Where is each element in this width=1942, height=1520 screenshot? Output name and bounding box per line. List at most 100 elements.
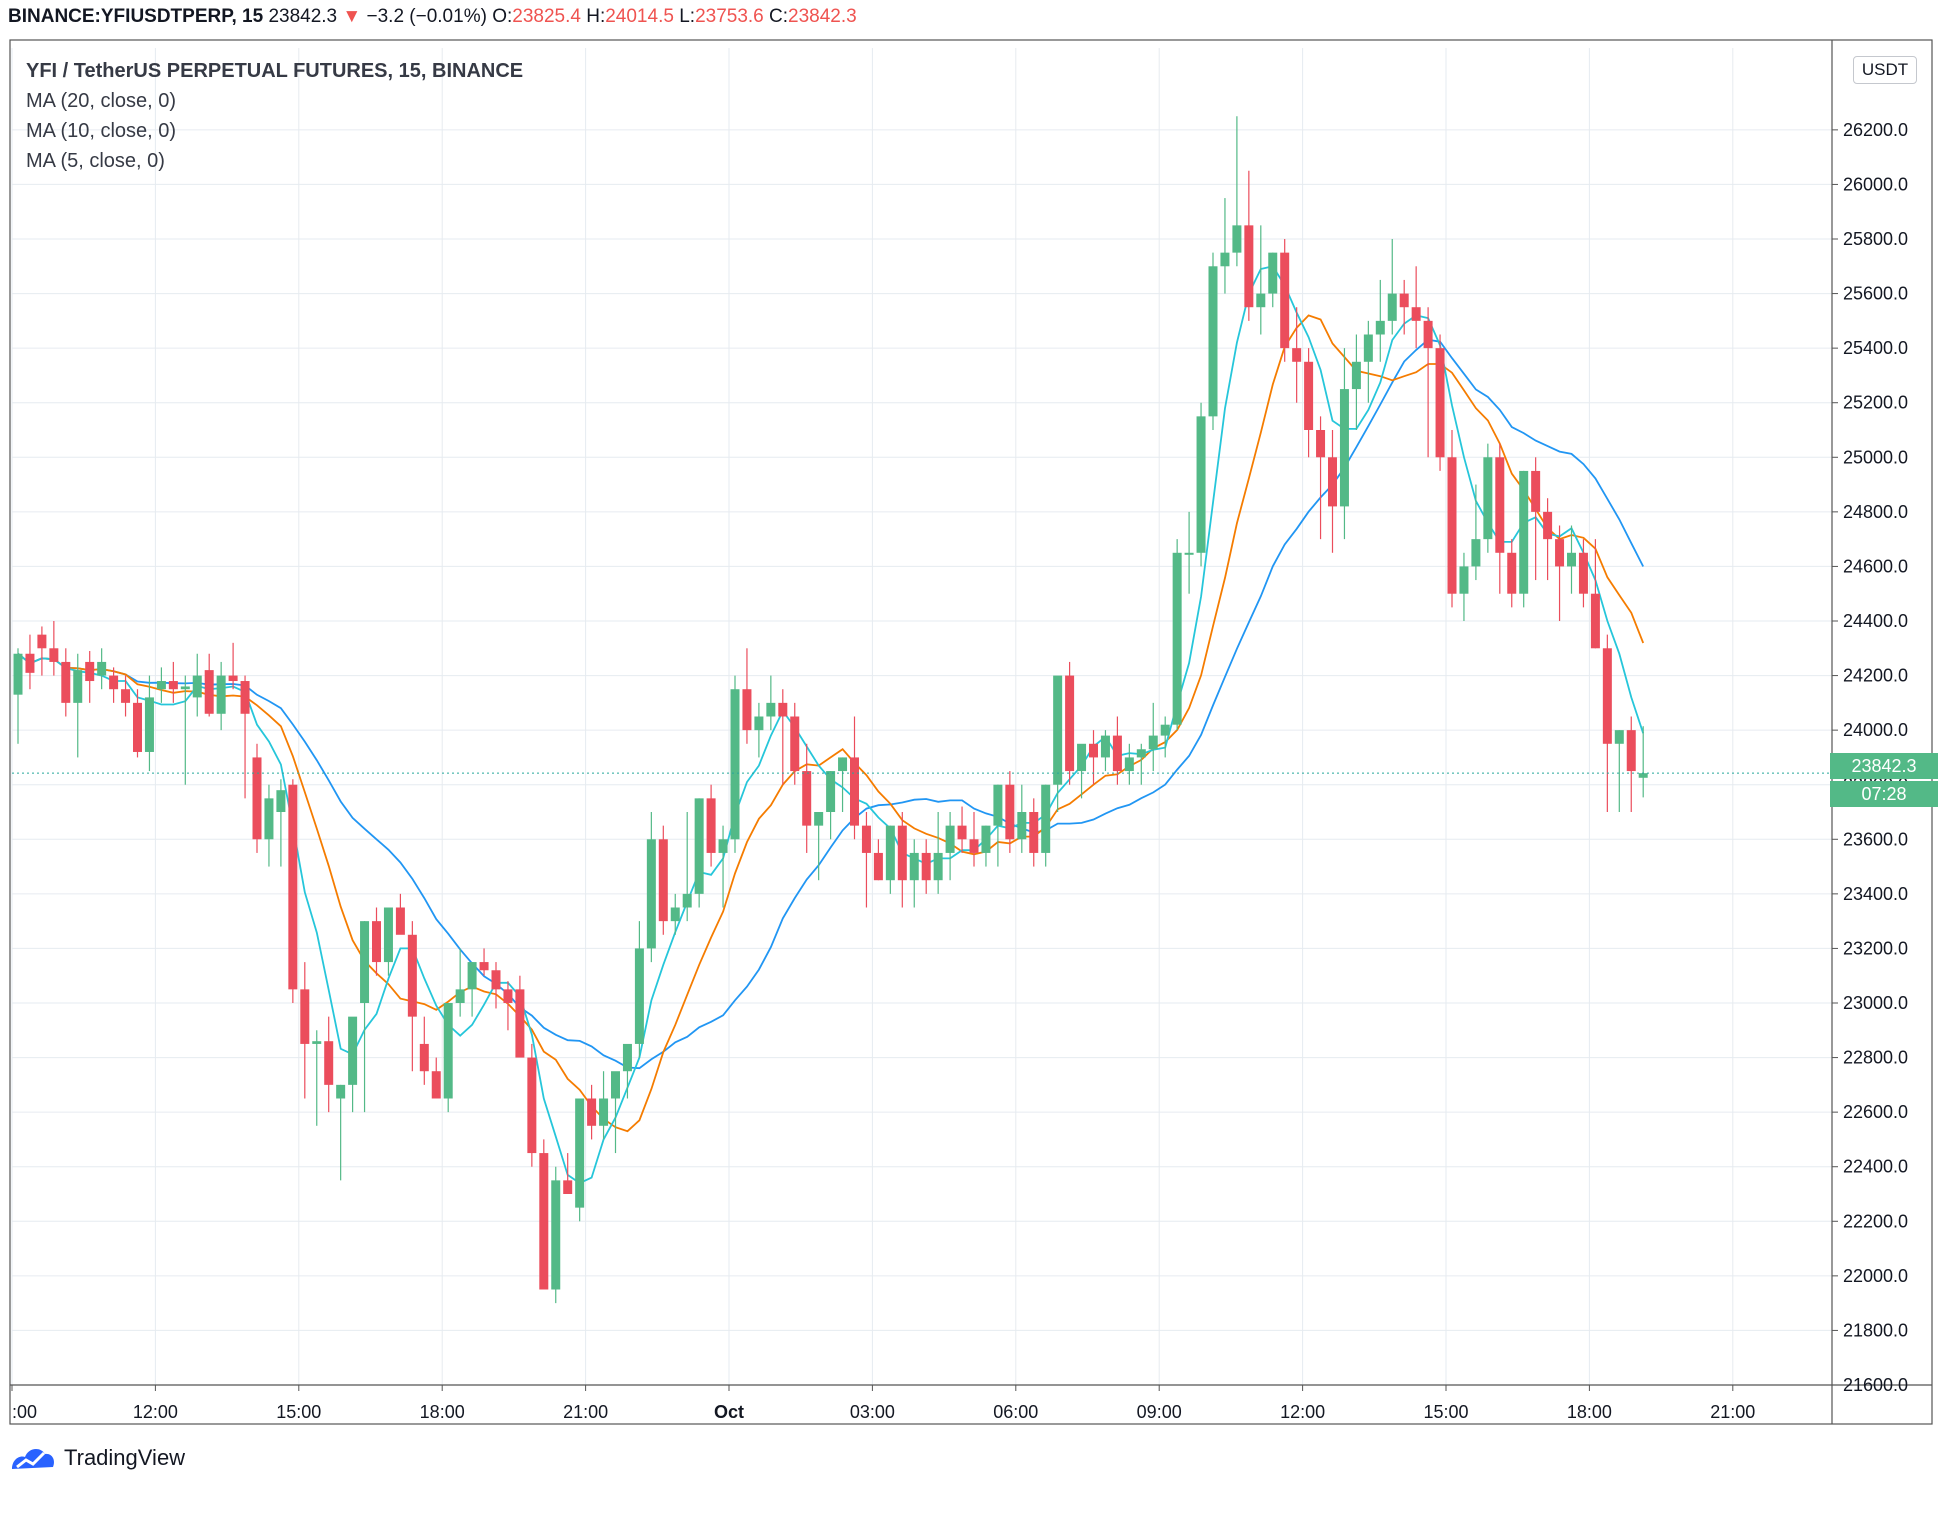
legend-ma5[interactable]: MA (5, close, 0)	[26, 150, 165, 172]
footer[interactable]: TradingView	[10, 1438, 185, 1478]
y-tick-label: 26200.0	[1843, 120, 1908, 140]
currency-button[interactable]: USDT	[1853, 56, 1917, 84]
close-label: C:	[769, 6, 789, 27]
candle-body	[1112, 735, 1122, 772]
candle-body	[419, 1043, 429, 1072]
candle-body	[742, 689, 752, 731]
candle	[1375, 279, 1385, 362]
candle-body	[658, 839, 668, 922]
candle-body	[324, 1041, 334, 1085]
candle	[168, 661, 178, 703]
candle-body	[1483, 457, 1493, 540]
y-tick-label: 22000.0	[1843, 1266, 1908, 1286]
candle-body	[1423, 320, 1433, 349]
candle-body	[73, 670, 83, 703]
candle	[1590, 539, 1600, 649]
legend-ma10[interactable]: MA (10, close, 0)	[26, 120, 177, 142]
candle	[1220, 198, 1230, 294]
candle-body	[37, 634, 47, 649]
candle-body	[790, 716, 800, 772]
x-tick-label: 09:00	[1137, 1402, 1182, 1422]
candle-body	[491, 970, 501, 990]
candle	[1507, 539, 1517, 608]
candle-body	[372, 921, 381, 963]
candle	[204, 653, 214, 717]
candle	[778, 689, 788, 785]
candle	[766, 675, 776, 731]
y-tick-label: 22200.0	[1843, 1211, 1908, 1231]
candle-body	[706, 798, 716, 853]
candle-body	[766, 702, 776, 717]
candle-body	[718, 839, 728, 853]
candle-body	[300, 989, 310, 1044]
candle	[360, 921, 370, 1113]
candle-body	[180, 686, 190, 690]
candle-body	[1543, 511, 1553, 540]
candle-body	[61, 661, 71, 703]
candle-body	[133, 702, 142, 752]
candle-body	[730, 689, 740, 840]
candle	[1447, 430, 1457, 608]
candle-body	[1184, 552, 1194, 555]
candle	[1136, 743, 1146, 785]
candle-body	[957, 825, 967, 840]
x-tick-label: 18:00	[420, 1402, 465, 1422]
candle-body	[228, 675, 238, 682]
high-label: H:	[586, 6, 606, 27]
candle	[1435, 334, 1445, 471]
candle	[324, 1016, 334, 1113]
y-tick-label: 24400.0	[1843, 611, 1908, 631]
candle-body	[192, 675, 202, 698]
y-tick-label: 26000.0	[1843, 174, 1908, 194]
candle	[527, 1043, 537, 1167]
candle	[670, 893, 680, 935]
candle	[682, 812, 692, 922]
candle-body	[1244, 225, 1254, 308]
candle-body	[646, 839, 656, 949]
candle-body	[1507, 552, 1517, 594]
time-axis-labels[interactable]: :00 12:00 15:00 18:00 21:00 Oct 03:00 06:00 09:0…	[11, 1385, 1755, 1422]
candle-body	[49, 648, 59, 662]
candle-body	[240, 681, 250, 714]
candle	[730, 675, 740, 853]
candle-body	[539, 1153, 549, 1290]
candle	[718, 825, 728, 908]
symbol-header: BINANCE:YFIUSDTPERP, 15 23842.3 ▼ −3.2 (…	[8, 0, 857, 34]
candle	[706, 784, 716, 867]
candle-body	[348, 1016, 358, 1085]
candle	[838, 757, 848, 812]
candle-body	[85, 661, 95, 682]
candle	[1089, 730, 1098, 785]
candle-body	[921, 852, 931, 881]
price-axis-labels[interactable]: 21600.0 21800.0 22000.0 22200.0 22400.0 22600…	[1832, 120, 1908, 1395]
candle-body	[1351, 361, 1361, 390]
candle-body	[575, 1098, 585, 1208]
candle	[336, 1084, 346, 1181]
legend-ma20[interactable]: MA (20, close, 0)	[26, 90, 177, 112]
candle-body	[1065, 675, 1075, 772]
candle-body	[395, 907, 405, 935]
candle-body	[1567, 552, 1576, 567]
candle	[1208, 252, 1218, 430]
candle-body	[1387, 293, 1397, 321]
candle	[144, 675, 154, 772]
candle-body	[527, 1057, 537, 1154]
candle-body	[1196, 416, 1206, 553]
candle	[599, 1071, 609, 1140]
candle	[754, 702, 764, 758]
chart-title[interactable]: YFI / TetherUS PERPETUAL FUTURES, 15, BI…	[26, 60, 524, 82]
y-tick-label: 22800.0	[1843, 1048, 1908, 1068]
y-tick-label: 23000.0	[1843, 993, 1908, 1013]
candle-body	[1148, 735, 1158, 750]
candle-body	[1447, 457, 1457, 594]
chart-border	[9, 39, 1933, 1425]
candle-body	[431, 1071, 441, 1099]
candle-body	[670, 907, 680, 922]
candle-body	[1614, 730, 1624, 744]
countdown-badge: 07:28	[1830, 781, 1938, 807]
symbol-name: BINANCE:YFIUSDTPERP, 15	[8, 6, 264, 27]
candle	[969, 812, 979, 867]
candle	[1339, 348, 1349, 540]
candle-body	[802, 771, 812, 826]
